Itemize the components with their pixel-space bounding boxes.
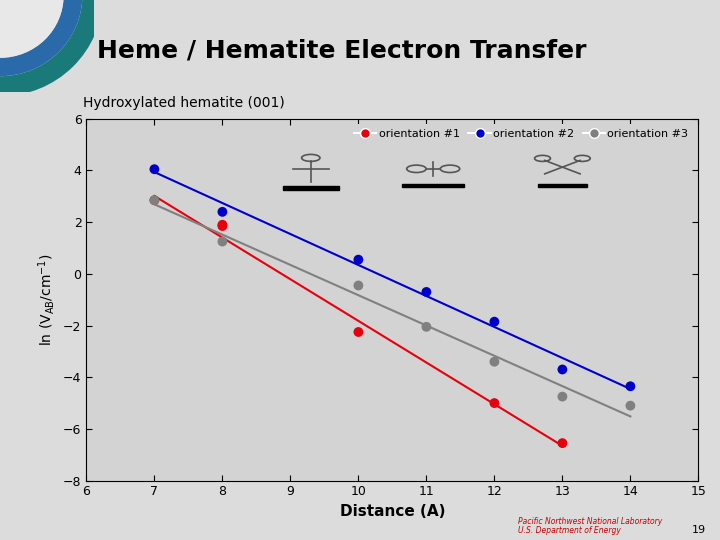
Point (420, 288, 432, 296)
Point (148, 196, 160, 205)
Point (217, 222, 228, 231)
Point (217, 237, 228, 246)
Wedge shape (0, 0, 82, 76)
Wedge shape (0, 0, 103, 97)
Text: U.S. Department of Energy: U.S. Department of Energy (518, 525, 621, 535)
Point (489, 318, 500, 326)
Point (353, 281, 364, 290)
Point (148, 196, 160, 205)
Wedge shape (0, 0, 63, 58)
Bar (538, 184, 587, 187)
Text: Hydroxylated hematite (001): Hydroxylated hematite (001) (83, 96, 284, 110)
Point (489, 357, 500, 366)
Point (489, 399, 500, 407)
Legend: orientation #1, orientation #2, orientation #3: orientation #1, orientation #2, orientat… (350, 124, 693, 143)
Text: 19: 19 (691, 524, 706, 535)
X-axis label: Distance (A): Distance (A) (340, 504, 445, 519)
Bar (283, 186, 339, 190)
Text: Pacific Northwest National Laboratory: Pacific Northwest National Laboratory (518, 517, 662, 526)
Point (353, 328, 364, 336)
Point (557, 365, 568, 374)
Bar (402, 184, 464, 187)
Point (217, 220, 228, 229)
Point (557, 392, 568, 401)
Point (625, 382, 636, 390)
Point (625, 401, 636, 410)
Point (217, 207, 228, 216)
Point (148, 165, 160, 173)
Point (353, 255, 364, 264)
Text: Heme / Hematite Electron Transfer: Heme / Hematite Electron Transfer (97, 38, 587, 63)
Y-axis label: ln (V$_{\mathregular{AB}}$/cm$^{-1}$): ln (V$_{\mathregular{AB}}$/cm$^{-1}$) (37, 253, 58, 346)
Point (557, 439, 568, 448)
Point (420, 322, 432, 331)
